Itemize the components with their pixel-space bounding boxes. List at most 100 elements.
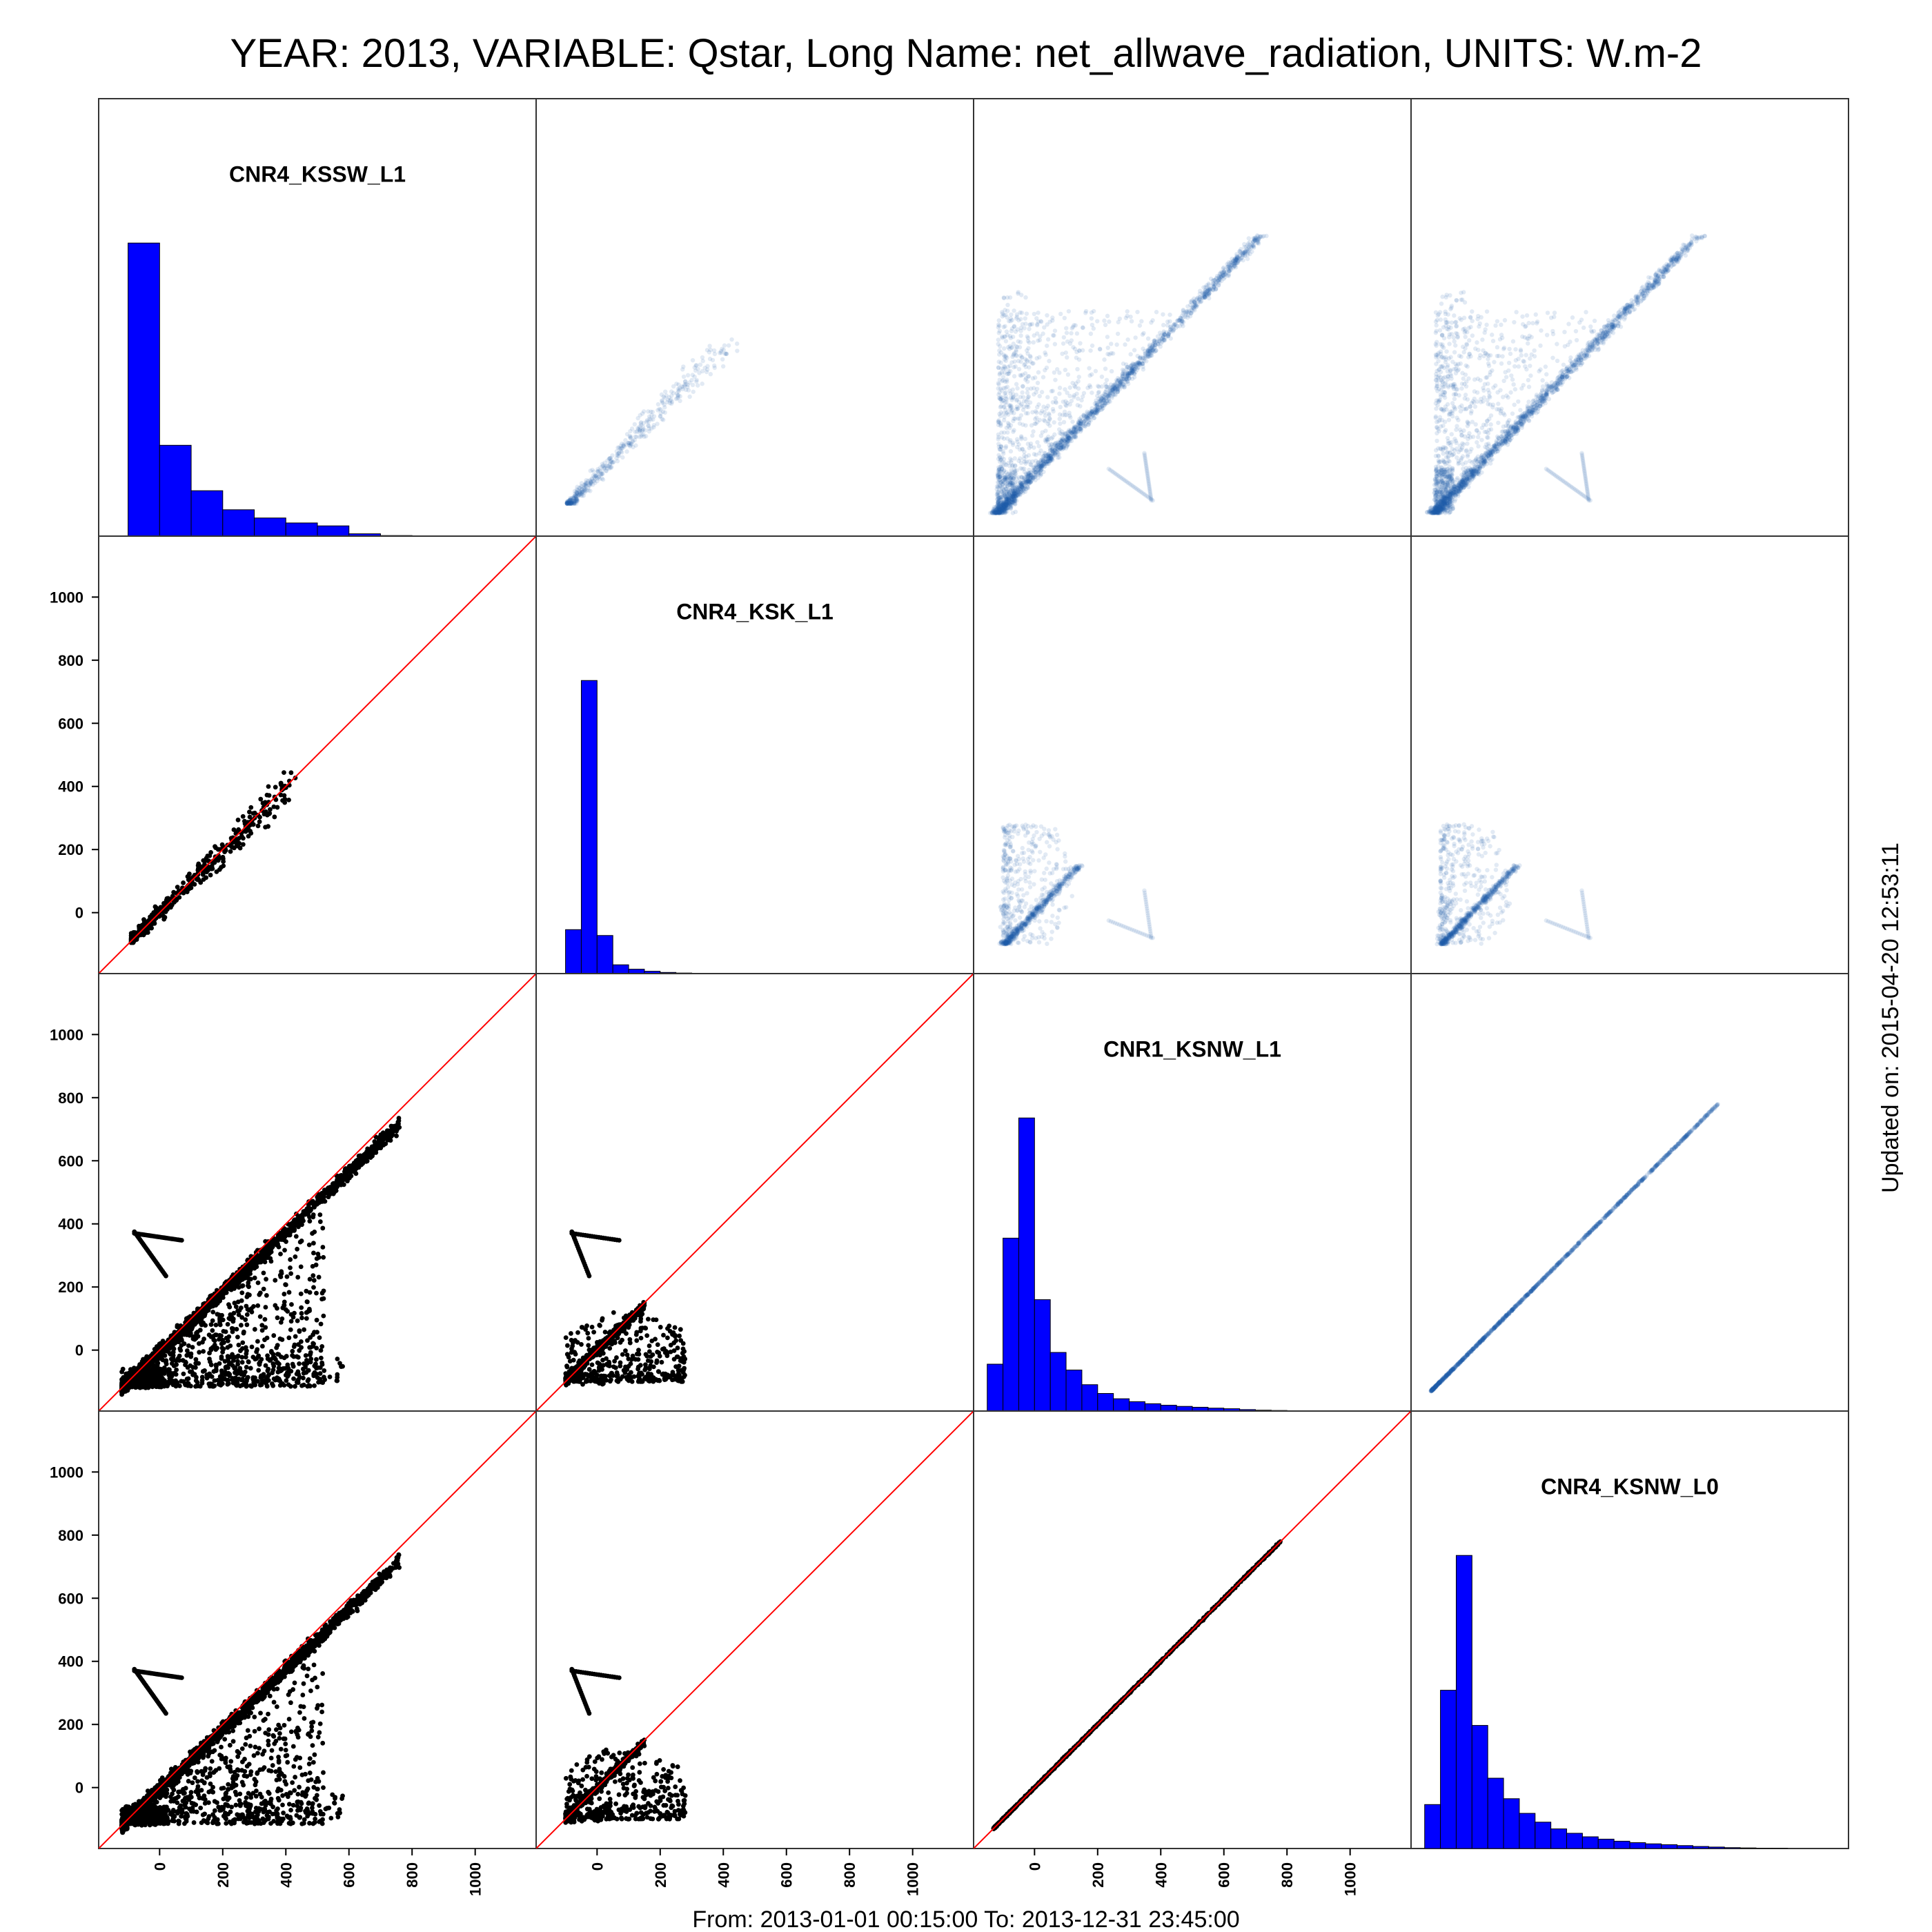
density-point bbox=[1041, 458, 1045, 463]
density-point bbox=[1528, 356, 1532, 361]
density-point bbox=[1226, 264, 1231, 269]
density-point bbox=[1058, 437, 1063, 442]
chart-title: YEAR: 2013, VARIABLE: Qstar, Long Name: … bbox=[230, 31, 1702, 76]
density-point bbox=[1100, 403, 1105, 408]
histogram-bar bbox=[159, 444, 192, 536]
density-point bbox=[580, 491, 584, 496]
density-point bbox=[1000, 395, 1005, 400]
density-point bbox=[1040, 459, 1045, 464]
density-point bbox=[650, 409, 655, 415]
density-point bbox=[1156, 337, 1162, 342]
density-point bbox=[996, 480, 1001, 485]
density-point bbox=[649, 426, 654, 431]
density-point bbox=[632, 422, 638, 427]
density-point bbox=[660, 417, 666, 422]
density-point bbox=[1083, 424, 1088, 428]
density-point bbox=[1027, 365, 1032, 370]
density-point bbox=[1110, 393, 1114, 399]
density-point bbox=[622, 444, 627, 449]
density-point bbox=[1000, 479, 1005, 484]
density-point bbox=[1009, 410, 1014, 415]
density-point bbox=[1058, 442, 1063, 448]
density-point bbox=[651, 414, 657, 419]
density-point bbox=[1202, 291, 1207, 297]
density-point bbox=[1130, 366, 1134, 371]
density-point bbox=[1155, 342, 1161, 346]
density-point bbox=[999, 511, 1004, 515]
density-point bbox=[1561, 362, 1566, 367]
density-point bbox=[1555, 342, 1559, 346]
density-point bbox=[1151, 343, 1156, 348]
density-point bbox=[1141, 364, 1145, 369]
density-point bbox=[1072, 430, 1077, 435]
density-point bbox=[1014, 489, 1020, 494]
density-point bbox=[1683, 253, 1688, 258]
density-point bbox=[1002, 364, 1007, 368]
density-point bbox=[998, 507, 1004, 512]
density-point bbox=[1210, 278, 1216, 284]
density-point bbox=[1245, 250, 1250, 256]
density-point bbox=[1004, 497, 1009, 502]
density-point bbox=[1066, 434, 1071, 439]
panel-r1-c2 bbox=[535, 98, 974, 537]
density-point bbox=[1086, 414, 1091, 419]
density-point bbox=[1005, 364, 1011, 370]
density-point bbox=[1005, 384, 1010, 389]
density-point bbox=[996, 382, 1001, 387]
density-point bbox=[1003, 462, 1009, 468]
density-point bbox=[1000, 377, 1006, 383]
density-point bbox=[1003, 506, 1007, 511]
density-point bbox=[1179, 319, 1184, 325]
density-point bbox=[1495, 406, 1499, 412]
density-point bbox=[995, 497, 1000, 502]
density-point bbox=[1009, 491, 1014, 497]
density-point bbox=[1002, 509, 1007, 514]
density-point bbox=[581, 485, 586, 491]
density-point bbox=[1042, 325, 1047, 330]
density-point bbox=[996, 503, 1002, 508]
density-point bbox=[1065, 443, 1070, 448]
density-point bbox=[1096, 404, 1101, 410]
density-point bbox=[1047, 453, 1052, 458]
density-point bbox=[577, 485, 582, 491]
density-point bbox=[1218, 274, 1223, 279]
density-point bbox=[1010, 334, 1016, 339]
density-point bbox=[1010, 500, 1015, 504]
density-point bbox=[675, 395, 680, 401]
density-point bbox=[1035, 468, 1041, 473]
density-point bbox=[1092, 409, 1097, 415]
density-point bbox=[718, 348, 724, 354]
density-point bbox=[1241, 250, 1247, 255]
variable-label: CNR4_KSSW_L1 bbox=[229, 161, 406, 186]
density-point bbox=[998, 508, 1004, 513]
density-point bbox=[1211, 284, 1216, 289]
density-point bbox=[629, 441, 634, 446]
density-point bbox=[572, 495, 577, 500]
density-point bbox=[1038, 466, 1043, 471]
density-point bbox=[659, 392, 664, 397]
density-point bbox=[1004, 495, 1009, 500]
density-point bbox=[1008, 495, 1014, 500]
density-point bbox=[1007, 497, 1012, 502]
density-point bbox=[1008, 335, 1013, 341]
density-point bbox=[1088, 411, 1094, 416]
density-point bbox=[1162, 331, 1167, 337]
density-point bbox=[1122, 384, 1127, 390]
density-point bbox=[1088, 348, 1093, 353]
density-point bbox=[587, 483, 592, 489]
density-point bbox=[999, 399, 1004, 404]
density-point bbox=[623, 437, 628, 443]
density-point bbox=[1004, 425, 1009, 431]
density-point bbox=[997, 477, 1003, 482]
density-point bbox=[564, 501, 570, 506]
density-point bbox=[1120, 367, 1125, 373]
density-point bbox=[991, 511, 996, 515]
density-point bbox=[1102, 392, 1107, 397]
density-point bbox=[1227, 265, 1232, 270]
density-point bbox=[1005, 506, 1011, 511]
density-point bbox=[1062, 315, 1067, 321]
density-point bbox=[1226, 260, 1231, 265]
density-point bbox=[996, 488, 1002, 493]
density-point bbox=[1012, 324, 1017, 328]
density-point bbox=[1131, 364, 1136, 369]
